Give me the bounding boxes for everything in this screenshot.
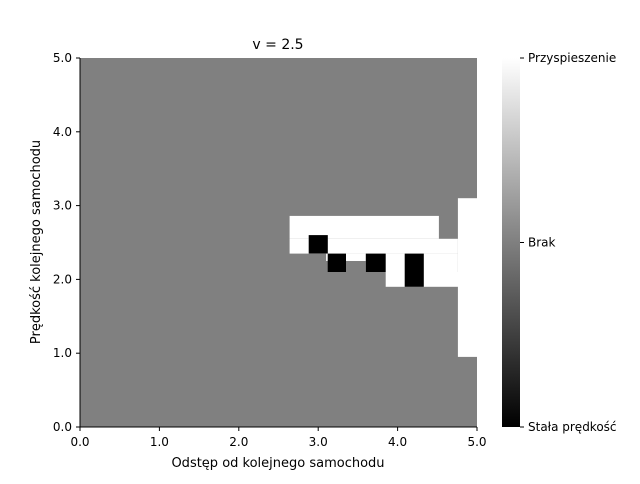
y-tick-label: 2.0: [53, 272, 72, 286]
heatmap-cells: [289, 198, 477, 357]
plot-area: [80, 58, 477, 427]
x-tick-label: 1.0: [150, 435, 169, 449]
y-axis-label: Prędkość kolejnego samochodu: [29, 140, 44, 344]
heatmap-cell: [289, 215, 439, 239]
y-axis-ticks: 0.0 1.0 2.0 3.0 4.0 5.0: [53, 51, 80, 434]
x-tick-label: 4.0: [388, 435, 407, 449]
heatmap-cell: [457, 198, 477, 357]
x-tick-label: 3.0: [309, 435, 328, 449]
x-tick-label: 2.0: [229, 435, 248, 449]
y-tick-label: 4.0: [53, 125, 72, 139]
y-tick-label: 0.0: [53, 420, 72, 434]
heatmap-cell: [289, 238, 458, 254]
colorbar-tick-label: Stała prędkość: [528, 420, 617, 434]
heatmap-cell: [308, 235, 328, 254]
colorbar-tick-label: Brak: [528, 236, 556, 250]
y-tick-label: 3.0: [53, 199, 72, 213]
y-tick-label: 1.0: [53, 346, 72, 360]
x-axis-label: Odstęp od kolejnego samochodu: [171, 456, 384, 471]
colorbar: Przyspieszenie Brak Stała prędkość: [502, 51, 617, 434]
y-tick-label: 5.0: [53, 51, 72, 65]
colorbar-ticks: Przyspieszenie Brak Stała prędkość: [520, 51, 617, 434]
chart-title: v = 2.5: [252, 37, 303, 53]
x-tick-label: 0.0: [70, 435, 89, 449]
colorbar-gradient: [502, 58, 520, 427]
x-tick-label: 5.0: [467, 435, 486, 449]
heatmap-cell: [326, 253, 458, 261]
colorbar-tick-label: Przyspieszenie: [528, 51, 616, 65]
heatmap-cell: [327, 253, 346, 272]
heatmap-cell: [365, 253, 386, 272]
x-axis-ticks: 0.0 1.0 2.0 3.0 4.0 5.0: [70, 427, 487, 449]
heatmap-cell: [404, 253, 424, 287]
